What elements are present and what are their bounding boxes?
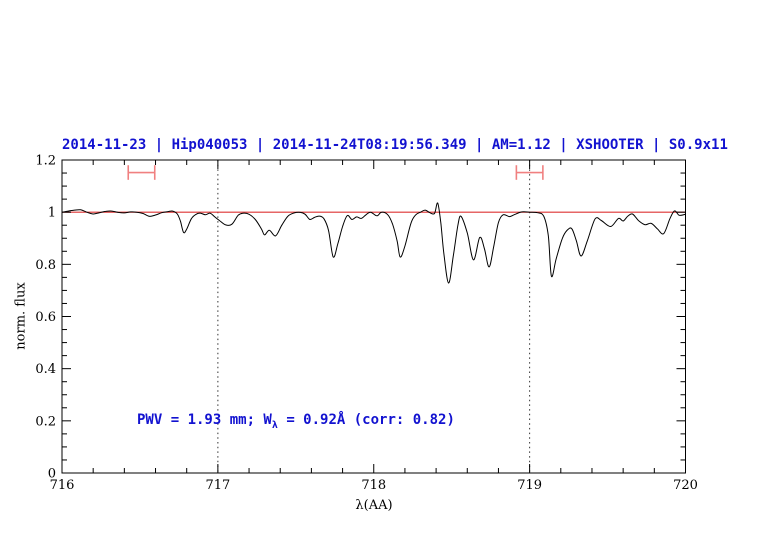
x-tick-label: 717 — [205, 478, 230, 493]
band-range-marker — [515, 165, 544, 180]
x-axis-label: λ(AA) — [355, 498, 393, 513]
axis-ticks — [61, 159, 686, 474]
y-tick-label: 0.8 — [35, 258, 56, 273]
pwv-annotation: PWV = 1.93 mm; Wλ = 0.92Å (corr: 0.82) — [137, 412, 455, 431]
plot-title: 2014-11-23 | Hip040053 | 2014-11-24T08:1… — [62, 137, 728, 153]
x-tick-label: 718 — [361, 478, 386, 493]
y-tick-label: 1.2 — [35, 154, 56, 169]
y-tick-label: 0.4 — [35, 362, 56, 377]
y-tick-label: 0.6 — [35, 310, 56, 325]
y-tick-label: 0 — [48, 467, 56, 482]
band-range-marker — [127, 165, 156, 180]
y-axis-label: norm. flux — [13, 282, 29, 350]
x-tick-label: 716 — [50, 478, 75, 493]
axis-tick-labels: 716 717 718 719 720 0 0.2 0.4 0.6 0.8 1 1.2 — [35, 154, 698, 494]
y-tick-label: 1 — [48, 206, 56, 221]
x-tick-label: 719 — [517, 478, 542, 493]
pwv-annotation-pre: PWV = 1.93 mm; W — [137, 412, 272, 428]
pwv-annotation-post: = 0.92Å (corr: 0.82) — [277, 412, 455, 428]
x-tick-label: 720 — [673, 478, 698, 493]
pwv-annotation-sub: λ — [271, 419, 278, 431]
y-tick-label: 0.2 — [35, 414, 56, 429]
spectrum-line — [61, 202, 686, 284]
